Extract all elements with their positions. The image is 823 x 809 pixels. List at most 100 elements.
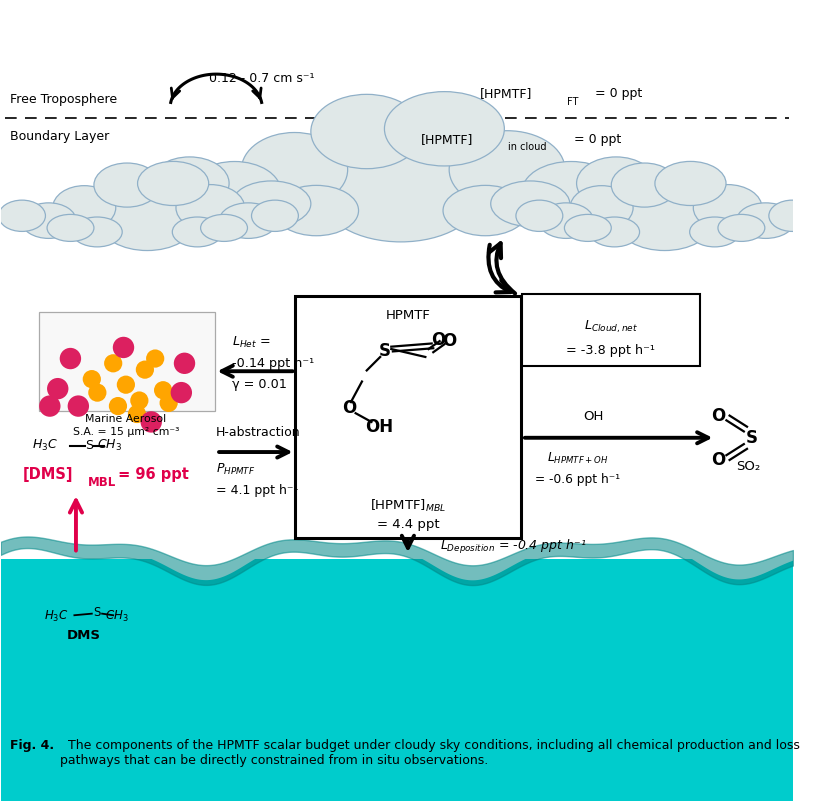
Ellipse shape [577, 157, 656, 210]
Circle shape [113, 337, 134, 358]
Text: $CH_3$: $CH_3$ [105, 609, 129, 625]
Circle shape [170, 382, 192, 404]
Text: MBL: MBL [88, 476, 116, 489]
Text: tionweek: tionweek [269, 324, 714, 406]
Text: S: S [86, 439, 94, 452]
Text: S: S [379, 341, 391, 360]
Ellipse shape [21, 203, 77, 239]
Text: [HPMTF]$_{MBL}$: [HPMTF]$_{MBL}$ [370, 498, 446, 514]
Ellipse shape [201, 214, 248, 241]
Ellipse shape [53, 185, 116, 230]
Circle shape [47, 378, 68, 400]
Bar [1, 559, 793, 801]
Text: O: O [711, 451, 726, 469]
Ellipse shape [384, 91, 504, 166]
Ellipse shape [737, 203, 795, 239]
Ellipse shape [219, 203, 277, 239]
Circle shape [117, 375, 135, 394]
Text: Fig. 4.: Fig. 4. [10, 739, 54, 752]
Ellipse shape [172, 217, 222, 247]
Ellipse shape [252, 200, 299, 231]
Circle shape [128, 404, 146, 423]
Ellipse shape [611, 163, 677, 207]
Ellipse shape [137, 162, 209, 205]
Text: The components of the HPMTF scalar budget under cloudy sky conditions, including: The components of the HPMTF scalar budge… [60, 739, 800, 767]
Text: $L_{Cloud, net}$: $L_{Cloud, net}$ [584, 319, 638, 335]
Circle shape [130, 392, 148, 409]
Circle shape [104, 354, 123, 372]
Text: $CH_3$: $CH_3$ [97, 438, 123, 453]
Ellipse shape [693, 184, 762, 231]
Circle shape [88, 383, 106, 402]
Circle shape [174, 353, 195, 374]
Ellipse shape [311, 95, 422, 169]
Text: OH: OH [584, 410, 603, 423]
Text: = 96 ppt: = 96 ppt [114, 467, 189, 481]
Circle shape [146, 349, 165, 367]
Text: O: O [431, 331, 445, 349]
Text: 0.12 - 0.7 cm s⁻¹: 0.12 - 0.7 cm s⁻¹ [209, 71, 315, 85]
Ellipse shape [274, 185, 359, 235]
Text: Free Troposphere: Free Troposphere [10, 93, 118, 106]
Circle shape [154, 381, 172, 400]
Text: = -3.8 ppt h⁻¹: = -3.8 ppt h⁻¹ [566, 344, 655, 357]
FancyBboxPatch shape [295, 296, 521, 538]
Ellipse shape [47, 214, 94, 241]
Ellipse shape [0, 200, 45, 231]
Text: [DMS]: [DMS] [23, 467, 73, 481]
Text: Marine Aerosol: Marine Aerosol [86, 414, 166, 424]
Circle shape [82, 370, 101, 388]
Text: O: O [442, 332, 456, 350]
Text: $L_{HPMTF+OH}$: $L_{HPMTF+OH}$ [546, 451, 608, 466]
Ellipse shape [655, 162, 726, 205]
Text: $L_{Het}$ =: $L_{Het}$ = [232, 335, 271, 350]
Circle shape [141, 411, 162, 433]
Text: [HPMTF]: [HPMTF] [480, 87, 532, 100]
Ellipse shape [72, 217, 122, 247]
Text: S: S [94, 606, 101, 619]
Text: S: S [746, 429, 758, 447]
Ellipse shape [176, 184, 244, 231]
Circle shape [160, 394, 178, 412]
Text: = 4.4 ppt: = 4.4 ppt [377, 519, 439, 532]
Text: $P_{HPMTF}$: $P_{HPMTF}$ [216, 462, 256, 477]
Ellipse shape [769, 200, 816, 231]
Text: $H_3C$: $H_3C$ [32, 438, 58, 453]
Text: [HPMTF]: [HPMTF] [421, 133, 473, 146]
Ellipse shape [94, 163, 160, 207]
Text: S.A. = 15 μm² cm⁻³: S.A. = 15 μm² cm⁻³ [72, 427, 179, 438]
Ellipse shape [443, 185, 528, 235]
Text: OH: OH [365, 417, 393, 436]
Ellipse shape [232, 181, 311, 227]
FancyBboxPatch shape [522, 294, 700, 366]
Ellipse shape [150, 157, 229, 210]
Text: H-abstraction: H-abstraction [216, 426, 301, 438]
Ellipse shape [241, 133, 347, 207]
Ellipse shape [516, 200, 563, 231]
Text: in cloud: in cloud [508, 142, 546, 152]
Circle shape [40, 396, 61, 417]
Text: Boundary Layer: Boundary Layer [10, 130, 109, 143]
Text: = 0 ppt: = 0 ppt [570, 133, 621, 146]
Text: O: O [342, 400, 356, 417]
Ellipse shape [449, 131, 565, 209]
Circle shape [136, 361, 154, 379]
Ellipse shape [618, 197, 711, 251]
Ellipse shape [565, 214, 611, 241]
Ellipse shape [589, 217, 639, 247]
Ellipse shape [188, 162, 281, 222]
Polygon shape [1, 8, 793, 580]
Text: γ = 0.01: γ = 0.01 [232, 378, 287, 392]
Text: = 4.1 ppt h⁻¹: = 4.1 ppt h⁻¹ [216, 484, 299, 497]
Ellipse shape [538, 203, 593, 239]
Text: $H_3C$: $H_3C$ [44, 609, 69, 625]
Text: = -0.6 ppt h⁻¹: = -0.6 ppt h⁻¹ [535, 473, 620, 486]
Bar [39, 311, 215, 411]
Text: -0.14 ppt h⁻¹: -0.14 ppt h⁻¹ [232, 357, 314, 370]
Ellipse shape [570, 185, 633, 230]
Text: = 0 ppt: = 0 ppt [591, 87, 642, 100]
Text: $L_{Deposition}$ = -0.4 ppt h⁻¹: $L_{Deposition}$ = -0.4 ppt h⁻¹ [440, 538, 587, 556]
Text: SO₂: SO₂ [736, 460, 760, 472]
Circle shape [60, 348, 81, 369]
Ellipse shape [323, 152, 479, 242]
